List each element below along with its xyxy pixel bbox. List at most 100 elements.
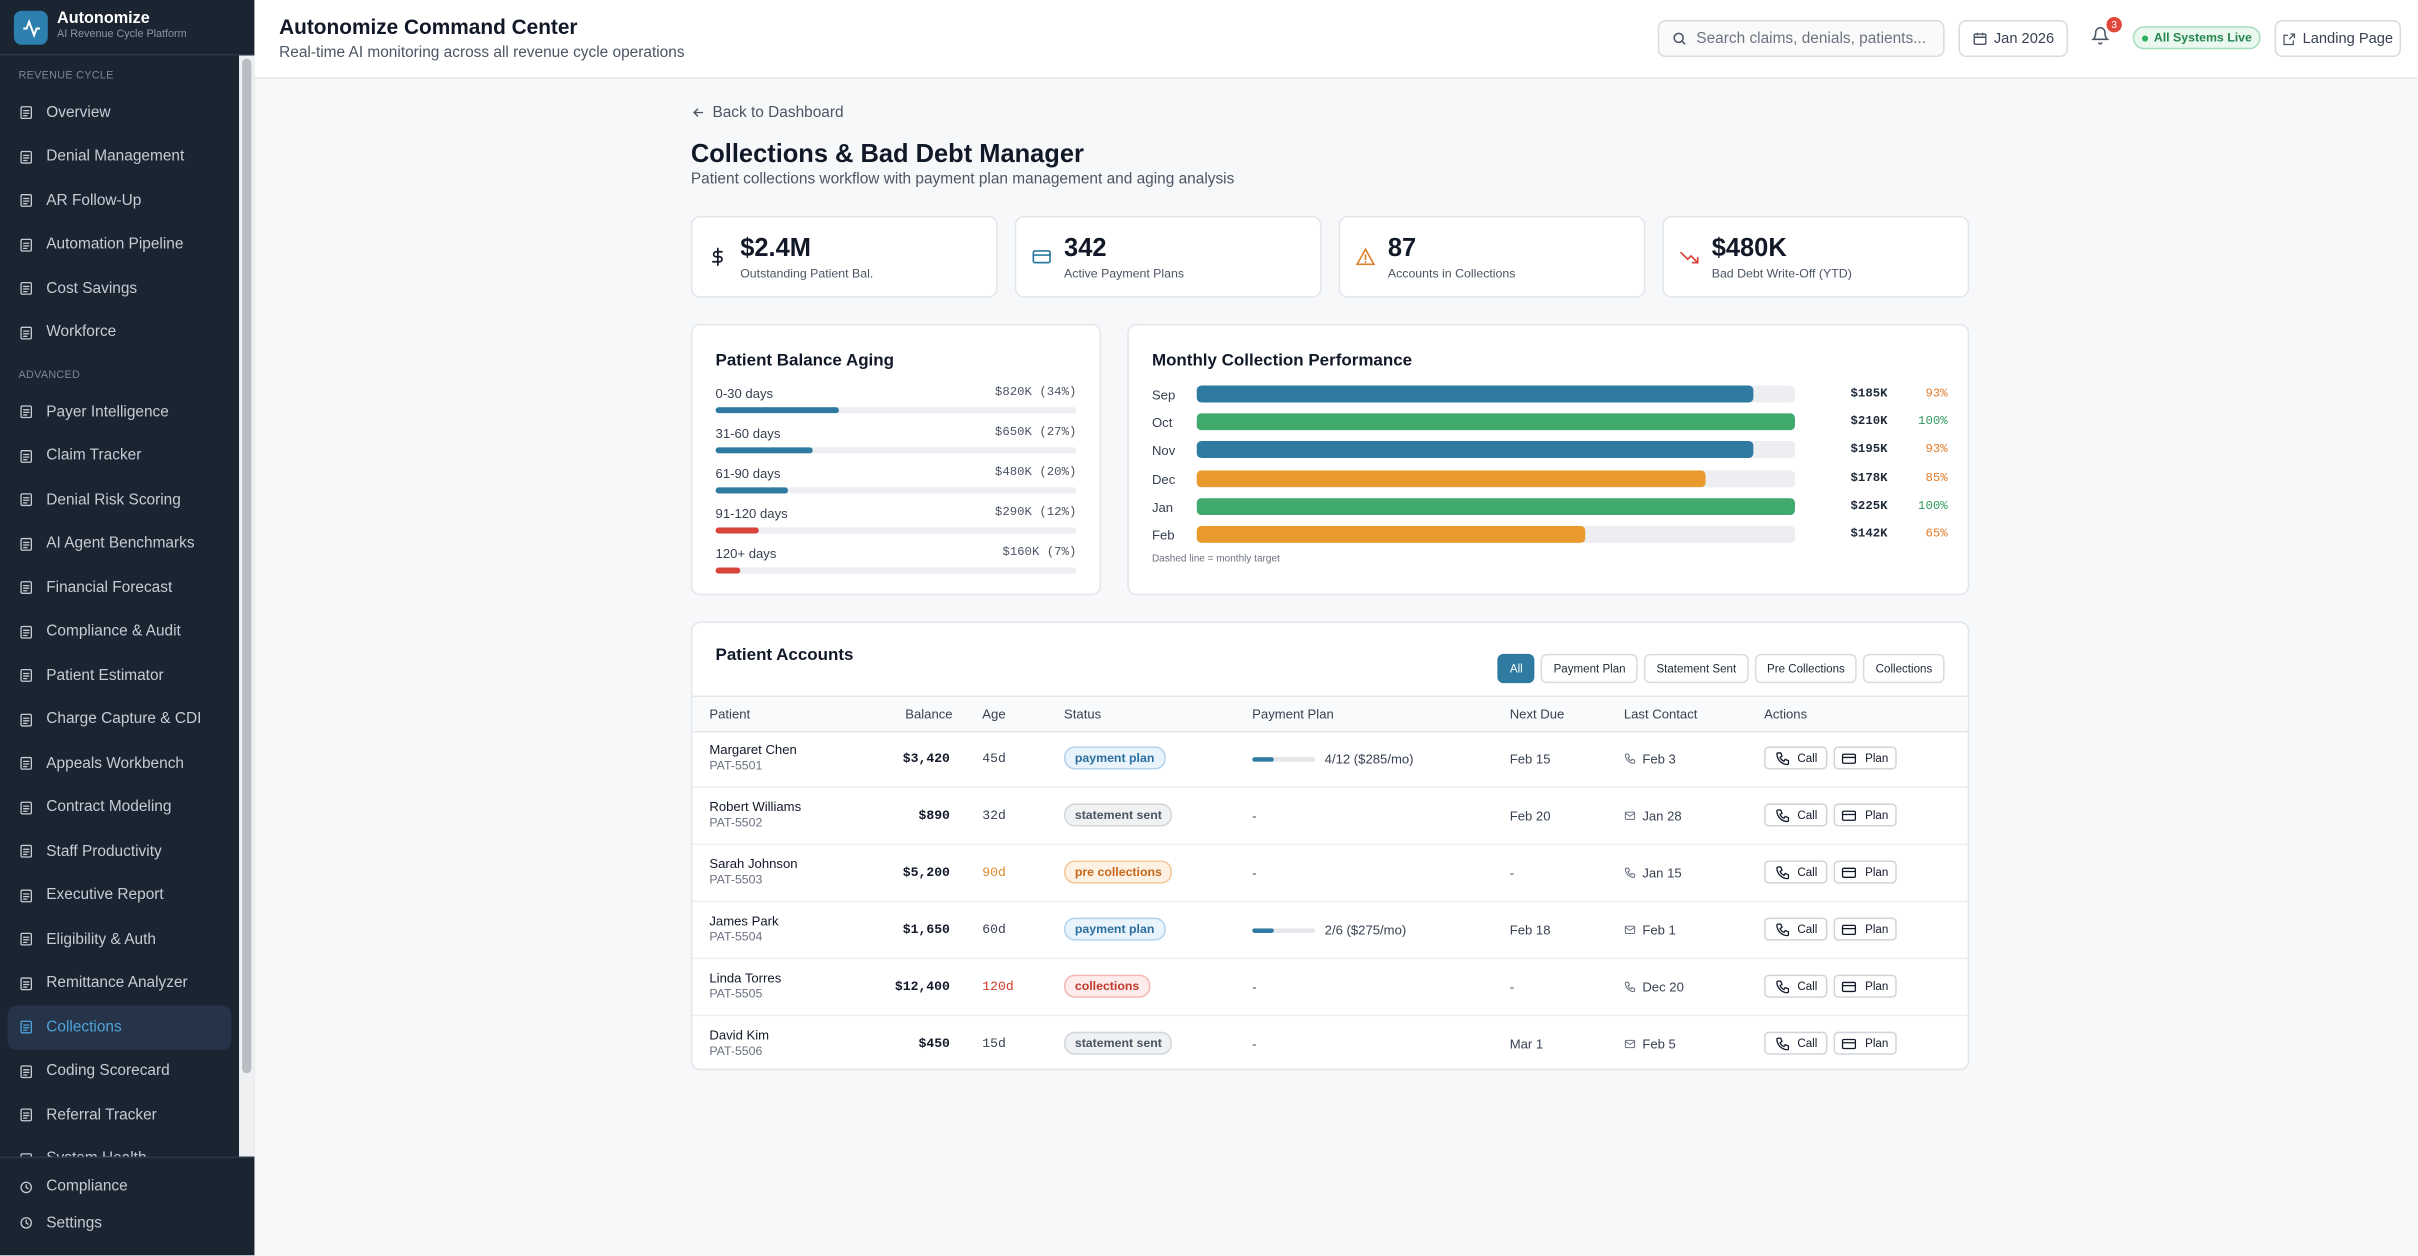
filter-button[interactable]: Pre Collections — [1754, 653, 1858, 684]
action-button[interactable]: Call — [1764, 1031, 1828, 1055]
nav-item[interactable]: Collections — [7, 1005, 232, 1050]
plan-progress-track — [1252, 756, 1316, 762]
action-button[interactable]: Plan — [1833, 1031, 1897, 1055]
nav-label: Claim Tracker — [46, 447, 142, 465]
kpi-label: Active Payment Plans — [1064, 266, 1185, 281]
month-row: Dec $178K 85% — [1152, 469, 1948, 489]
system-status: All Systems Live — [2132, 26, 2261, 50]
column-header: Patient — [709, 706, 751, 722]
icon — [20, 238, 32, 252]
action-button[interactable]: Call — [1764, 860, 1828, 884]
nav-item[interactable]: AR Follow-Up — [8, 179, 232, 223]
nav-item[interactable]: Payer Intelligence — [8, 390, 232, 434]
notification-count: 3 — [2106, 16, 2122, 33]
charts-row: Patient Balance Aging 0-30 days $820K (34… — [690, 323, 1970, 596]
nav-item[interactable]: Overview — [8, 91, 232, 135]
nav-item[interactable]: Settings — [8, 1205, 247, 1241]
nav-label: Referral Tracker — [46, 1106, 157, 1124]
patient-name: David Kim — [709, 1027, 770, 1043]
nav-item[interactable]: Workforce — [8, 311, 232, 355]
icon — [20, 713, 32, 727]
nav-label: Compliance — [46, 1178, 128, 1196]
action-button[interactable]: Plan — [1833, 974, 1897, 998]
icon — [20, 194, 32, 208]
aging-value: $160K (7%) — [1002, 545, 1077, 560]
actions: Call Plan — [1764, 860, 1897, 884]
action-button[interactable]: Call — [1764, 974, 1828, 998]
nav-item[interactable]: Automation Pipeline — [8, 223, 232, 267]
brand-tagline: AI Revenue Cycle Platform — [57, 29, 187, 41]
filter-button[interactable]: Statement Sent — [1644, 653, 1749, 684]
nav-item[interactable]: Appeals Workbench — [8, 742, 232, 786]
phone-icon — [1624, 753, 1636, 764]
action-button[interactable]: Call — [1764, 746, 1828, 770]
nav-item[interactable]: Compliance — [8, 1169, 247, 1205]
table-row: Linda Torres PAT-5505 $12,400 120d collectio… — [692, 958, 1968, 1017]
nav-item[interactable]: Compliance & Audit — [8, 610, 232, 654]
last-contact: Jan 15 — [1624, 865, 1682, 881]
landing-text: Landing Page — [2302, 30, 2394, 48]
status-chip: pre collections — [1064, 860, 1173, 884]
nav-item[interactable]: Referral Tracker — [8, 1093, 232, 1137]
status-chip: payment plan — [1064, 746, 1166, 770]
card-icon — [1842, 1038, 1857, 1049]
nav-item[interactable]: Executive Report — [8, 874, 232, 918]
nav-item[interactable]: Denial Management — [8, 135, 232, 179]
icon — [20, 1217, 32, 1230]
mail-icon — [1624, 925, 1636, 934]
nav-item[interactable]: Remittance Analyzer — [8, 961, 232, 1005]
icon — [20, 1152, 32, 1157]
call-icon — [1775, 922, 1789, 936]
actions: Call Plan — [1764, 746, 1897, 770]
filter-button[interactable]: Payment Plan — [1541, 653, 1638, 684]
nav-item[interactable]: Cost Savings — [8, 267, 232, 311]
action-button[interactable]: Call — [1764, 803, 1828, 827]
aging-card: Patient Balance Aging 0-30 days $820K (34… — [690, 323, 1102, 596]
nav-item[interactable]: System Health — [8, 1137, 232, 1157]
date-picker[interactable]: Jan 2026 — [1958, 20, 2068, 58]
column-header: Payment Plan — [1252, 706, 1334, 722]
nav-item[interactable]: Patient Estimator — [8, 654, 232, 698]
nav-item[interactable]: Coding Scorecard — [8, 1049, 232, 1093]
notifications[interactable] — [2091, 26, 2110, 45]
column-header: Status — [1064, 706, 1102, 722]
nav-section-title: REVENUE CYCLE — [18, 70, 114, 82]
month-row: Oct $210K 100% — [1152, 413, 1948, 433]
balance: $5,200 — [902, 865, 950, 881]
nav: REVENUE CYCLE Overview Denial Management AR… — [0, 56, 239, 1157]
back-link[interactable]: Back to Dashboard — [691, 102, 1969, 124]
contact-date: Dec 20 — [1642, 979, 1684, 995]
payment-plan: 4/12 ($285/mo) — [1252, 751, 1414, 766]
kpi-label: Outstanding Patient Bal. — [740, 266, 874, 281]
nav-item[interactable]: Staff Productivity — [8, 830, 232, 874]
nav-item[interactable]: Financial Forecast — [8, 566, 232, 610]
action-button[interactable]: Plan — [1833, 803, 1897, 827]
action-button[interactable]: Plan — [1833, 917, 1897, 941]
month-row: Jan $225K 100% — [1152, 497, 1948, 517]
patient-name: James Park — [709, 912, 779, 929]
nav-item[interactable]: Eligibility & Auth — [8, 918, 232, 962]
search-placeholder: Search claims, denials, patients... — [1696, 30, 1927, 48]
plan-label: 2/6 ($275/mo) — [1324, 922, 1407, 938]
scrollbar-thumb[interactable] — [242, 58, 252, 1074]
icon — [20, 669, 32, 683]
nav-item[interactable]: Denial Risk Scoring — [8, 478, 232, 522]
column-header: Next Due — [1509, 706, 1565, 722]
filter-button[interactable]: Collections — [1863, 653, 1945, 684]
icon — [20, 1181, 32, 1193]
action-button[interactable]: Call — [1764, 917, 1828, 941]
nav-item[interactable]: Claim Tracker — [8, 434, 232, 478]
nav-item[interactable]: Charge Capture & CDI — [8, 698, 232, 742]
action-button[interactable]: Plan — [1833, 860, 1897, 884]
search[interactable]: Search claims, denials, patients... — [1657, 20, 1945, 58]
filter-button[interactable]: All — [1497, 653, 1536, 684]
month-pct: 100% — [1918, 499, 1948, 514]
nav-item[interactable]: Contract Modeling — [8, 786, 232, 830]
aging-bar — [715, 527, 759, 534]
table-header: Patient Balance Age Status Payment Plan Next … — [692, 695, 1968, 733]
kpi-value: 342 — [1064, 234, 1107, 263]
nav-item[interactable]: AI Agent Benchmarks — [8, 522, 232, 566]
landing-page-button[interactable]: Landing Page — [2274, 20, 2402, 58]
action-button[interactable]: Plan — [1833, 746, 1897, 770]
